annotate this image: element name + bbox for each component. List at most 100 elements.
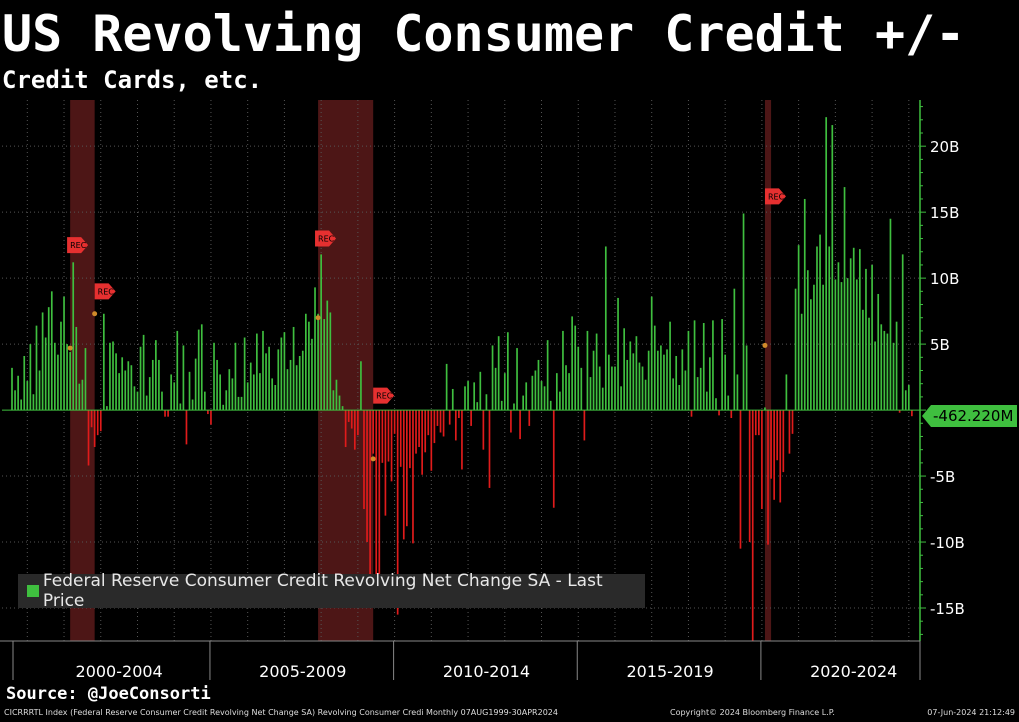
footer-index-description: CICRRRTL Index (Federal Reserve Consumer… xyxy=(4,708,558,717)
bar xyxy=(751,410,754,641)
bar xyxy=(901,254,904,411)
bar xyxy=(791,410,794,434)
bar xyxy=(470,410,472,426)
bar xyxy=(197,329,200,411)
y-tick-label: 10B xyxy=(930,270,959,288)
bar xyxy=(252,374,255,411)
bar xyxy=(617,297,619,411)
bar xyxy=(626,359,629,411)
bar xyxy=(326,300,329,411)
bar xyxy=(314,287,316,411)
bar xyxy=(341,406,344,411)
bar xyxy=(715,398,717,411)
grid xyxy=(2,100,920,641)
recession-marker: REC xyxy=(94,283,116,300)
bar xyxy=(161,391,163,411)
bar xyxy=(889,218,892,411)
bar xyxy=(690,410,693,417)
bar xyxy=(589,377,592,411)
bar xyxy=(739,410,742,549)
bar xyxy=(693,320,696,411)
bar xyxy=(678,385,681,411)
bar xyxy=(271,378,274,411)
bar xyxy=(170,374,173,411)
recession-point-marker xyxy=(762,342,768,348)
bar xyxy=(880,324,883,411)
bar xyxy=(436,410,439,426)
bar xyxy=(378,410,381,579)
bar xyxy=(280,337,283,411)
bar xyxy=(911,410,913,417)
bar xyxy=(151,359,154,411)
bar xyxy=(525,382,528,411)
bar xyxy=(164,410,166,417)
bar xyxy=(531,375,534,411)
bar xyxy=(705,391,708,411)
bar xyxy=(372,410,375,454)
bar xyxy=(828,246,831,411)
bar xyxy=(721,319,723,411)
bar xyxy=(776,410,779,461)
bar xyxy=(109,342,111,411)
bar xyxy=(834,279,837,411)
legend-label: Federal Reserve Consumer Credit Revolvin… xyxy=(42,571,603,611)
bar xyxy=(133,386,136,411)
bar xyxy=(540,381,543,411)
bar xyxy=(510,410,512,433)
bar xyxy=(537,359,540,411)
bar xyxy=(666,349,668,411)
bar xyxy=(210,410,212,425)
bar xyxy=(14,390,16,411)
bar xyxy=(650,296,653,411)
bar xyxy=(308,321,310,411)
bar xyxy=(803,198,806,411)
bar xyxy=(243,337,246,411)
recession-band xyxy=(318,100,374,641)
bar xyxy=(522,395,524,411)
bar xyxy=(439,410,442,433)
bar xyxy=(757,410,760,436)
bar xyxy=(93,410,96,448)
bar xyxy=(503,373,506,411)
bar xyxy=(849,258,852,411)
bar xyxy=(562,330,564,411)
bar xyxy=(855,279,858,411)
bar xyxy=(871,264,873,411)
bar xyxy=(862,309,864,411)
bar xyxy=(393,410,396,434)
bar xyxy=(635,336,638,411)
bar xyxy=(629,341,632,411)
bar xyxy=(681,349,684,411)
bar xyxy=(29,344,32,411)
bar xyxy=(696,377,699,411)
bar xyxy=(843,187,846,411)
recession-marker-shape xyxy=(67,237,89,254)
bar xyxy=(907,385,910,411)
bar xyxy=(106,406,108,411)
bar xyxy=(179,403,182,411)
recession-marker: REC xyxy=(67,237,89,254)
bar xyxy=(559,391,561,411)
bar xyxy=(23,355,26,411)
bar xyxy=(632,353,635,411)
bar xyxy=(675,355,678,411)
bar xyxy=(718,410,720,416)
bar xyxy=(604,246,607,411)
bar xyxy=(736,374,739,411)
bar xyxy=(497,336,500,411)
bar xyxy=(200,324,203,411)
bar xyxy=(213,342,215,411)
bar xyxy=(274,385,277,411)
bar xyxy=(822,284,824,411)
bar xyxy=(11,367,13,411)
bar xyxy=(332,390,335,411)
bar xyxy=(485,394,488,411)
bar xyxy=(770,410,772,479)
bar xyxy=(491,345,494,411)
bar xyxy=(543,386,546,411)
bar xyxy=(779,410,782,503)
bar xyxy=(577,346,580,411)
last-price-pointer xyxy=(922,405,931,427)
bar xyxy=(464,386,466,411)
bar xyxy=(598,366,601,411)
